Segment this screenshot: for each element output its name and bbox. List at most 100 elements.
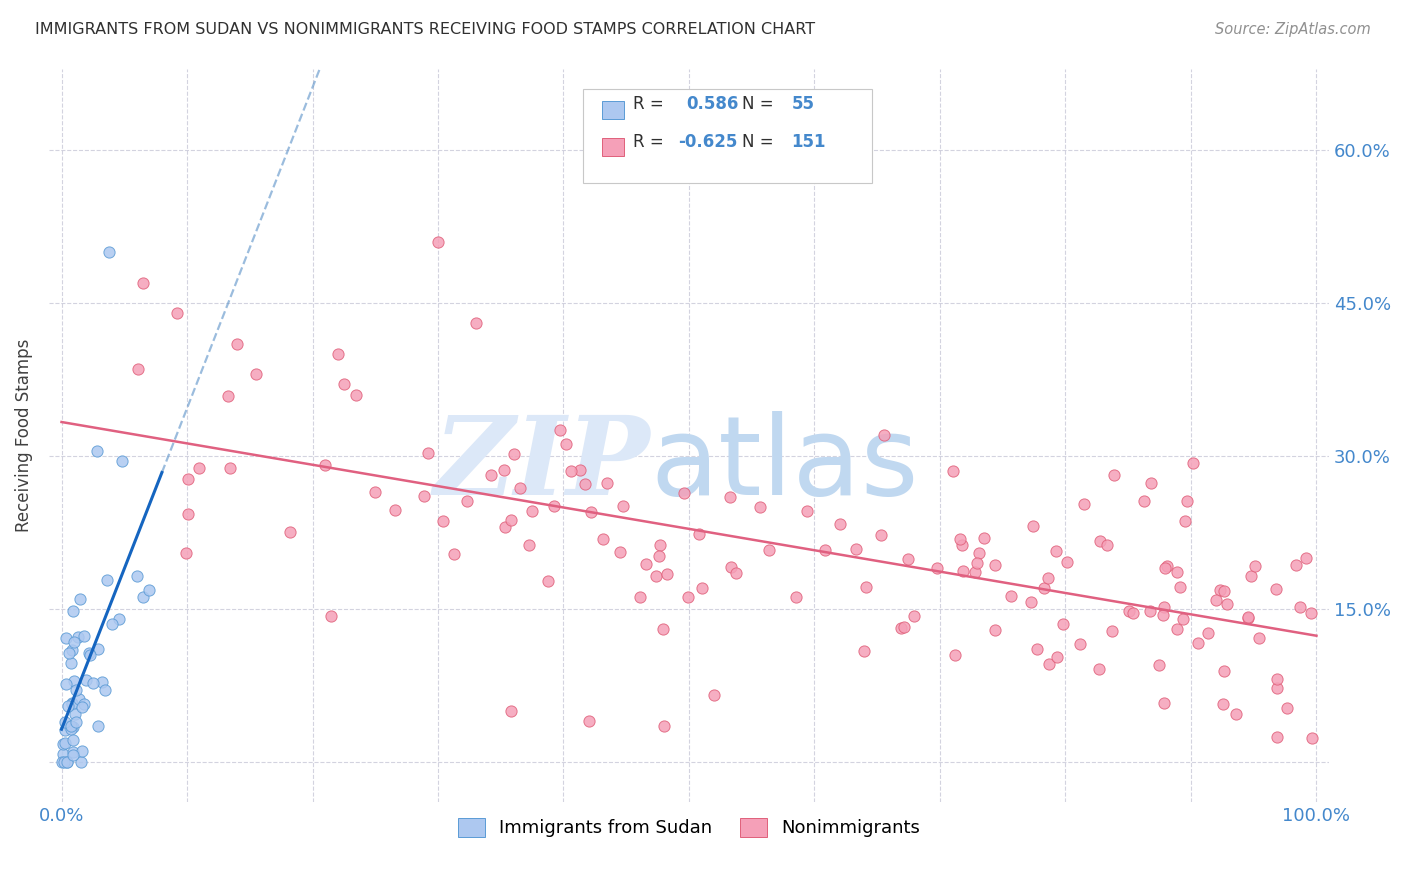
Point <box>581 505 603 519</box>
Text: atlas: atlas <box>651 411 920 518</box>
Point <box>55 631 77 645</box>
Point <box>758 543 780 558</box>
Point <box>596 475 619 490</box>
Point <box>1019 595 1042 609</box>
Point <box>1033 581 1056 595</box>
Point <box>1046 649 1069 664</box>
Point <box>648 549 671 563</box>
Point <box>785 590 807 604</box>
Point <box>893 620 915 634</box>
Point <box>1052 616 1074 631</box>
Point <box>174 546 197 560</box>
Point <box>688 527 710 541</box>
Point <box>1168 580 1191 594</box>
Point <box>111 454 134 468</box>
Point <box>897 551 920 566</box>
Point <box>494 463 516 477</box>
Point <box>1175 494 1198 508</box>
Point <box>67 630 90 644</box>
Point <box>845 542 868 557</box>
Point <box>55 755 77 769</box>
Point <box>1026 642 1049 657</box>
Point <box>943 648 966 662</box>
Point <box>1122 606 1144 620</box>
Point <box>718 491 741 505</box>
Point <box>548 423 571 437</box>
Point <box>1299 606 1322 620</box>
Point <box>1237 610 1260 624</box>
Point <box>501 513 523 527</box>
Point <box>72 698 94 712</box>
Point <box>648 538 671 552</box>
Point <box>52 755 75 769</box>
Text: R =: R = <box>633 95 664 113</box>
Point <box>177 508 200 522</box>
Point <box>326 347 349 361</box>
Point <box>132 276 155 290</box>
Point <box>984 558 1007 572</box>
Point <box>1212 697 1234 711</box>
Point <box>226 336 249 351</box>
Point <box>52 747 75 761</box>
Point <box>499 704 522 718</box>
Point <box>60 696 83 710</box>
Point <box>813 543 835 558</box>
Point <box>578 714 600 728</box>
Point <box>720 559 742 574</box>
Point <box>494 520 516 534</box>
Point <box>51 755 73 769</box>
Point <box>969 546 991 560</box>
Text: ZIP: ZIP <box>434 411 651 518</box>
Point <box>72 744 94 758</box>
Point <box>1154 561 1177 575</box>
Point <box>1212 665 1234 679</box>
Point <box>63 674 86 689</box>
Point <box>1102 467 1125 482</box>
Text: 0.586: 0.586 <box>686 95 738 113</box>
Point <box>870 528 893 542</box>
Point <box>70 699 93 714</box>
Point <box>245 368 267 382</box>
Text: IMMIGRANTS FROM SUDAN VS NONIMMIGRANTS RECEIVING FOOD STAMPS CORRELATION CHART: IMMIGRANTS FROM SUDAN VS NONIMMIGRANTS R… <box>35 22 815 37</box>
Point <box>62 604 84 618</box>
Point <box>219 460 242 475</box>
Point <box>1265 730 1288 744</box>
Point <box>1187 636 1209 650</box>
Point <box>94 682 117 697</box>
Point <box>855 581 877 595</box>
Point <box>314 458 336 472</box>
Point <box>55 736 77 750</box>
Point <box>187 461 209 475</box>
Point <box>828 516 851 531</box>
Point <box>520 504 543 518</box>
Point <box>1166 566 1188 580</box>
Text: -0.625: -0.625 <box>678 133 737 151</box>
Point <box>517 538 540 552</box>
Point <box>1247 632 1270 646</box>
Point <box>56 755 79 769</box>
Point <box>62 732 84 747</box>
Point <box>973 531 995 545</box>
Point <box>1153 600 1175 615</box>
Point <box>903 609 925 624</box>
Point <box>65 714 87 729</box>
Point <box>1101 624 1123 639</box>
Point <box>1174 514 1197 528</box>
Point <box>1000 589 1022 603</box>
Point <box>62 746 84 760</box>
Point <box>333 377 356 392</box>
Point <box>86 443 108 458</box>
Point <box>1236 610 1258 624</box>
Point <box>1240 569 1263 583</box>
Point <box>59 656 82 670</box>
Point <box>509 481 531 495</box>
Point <box>1153 607 1175 622</box>
Point <box>569 463 592 477</box>
Point <box>108 612 131 626</box>
Point <box>464 316 486 330</box>
Point <box>90 674 112 689</box>
Point <box>555 437 578 451</box>
Point <box>1166 622 1188 636</box>
Text: 55: 55 <box>792 95 814 113</box>
Point <box>1045 543 1067 558</box>
